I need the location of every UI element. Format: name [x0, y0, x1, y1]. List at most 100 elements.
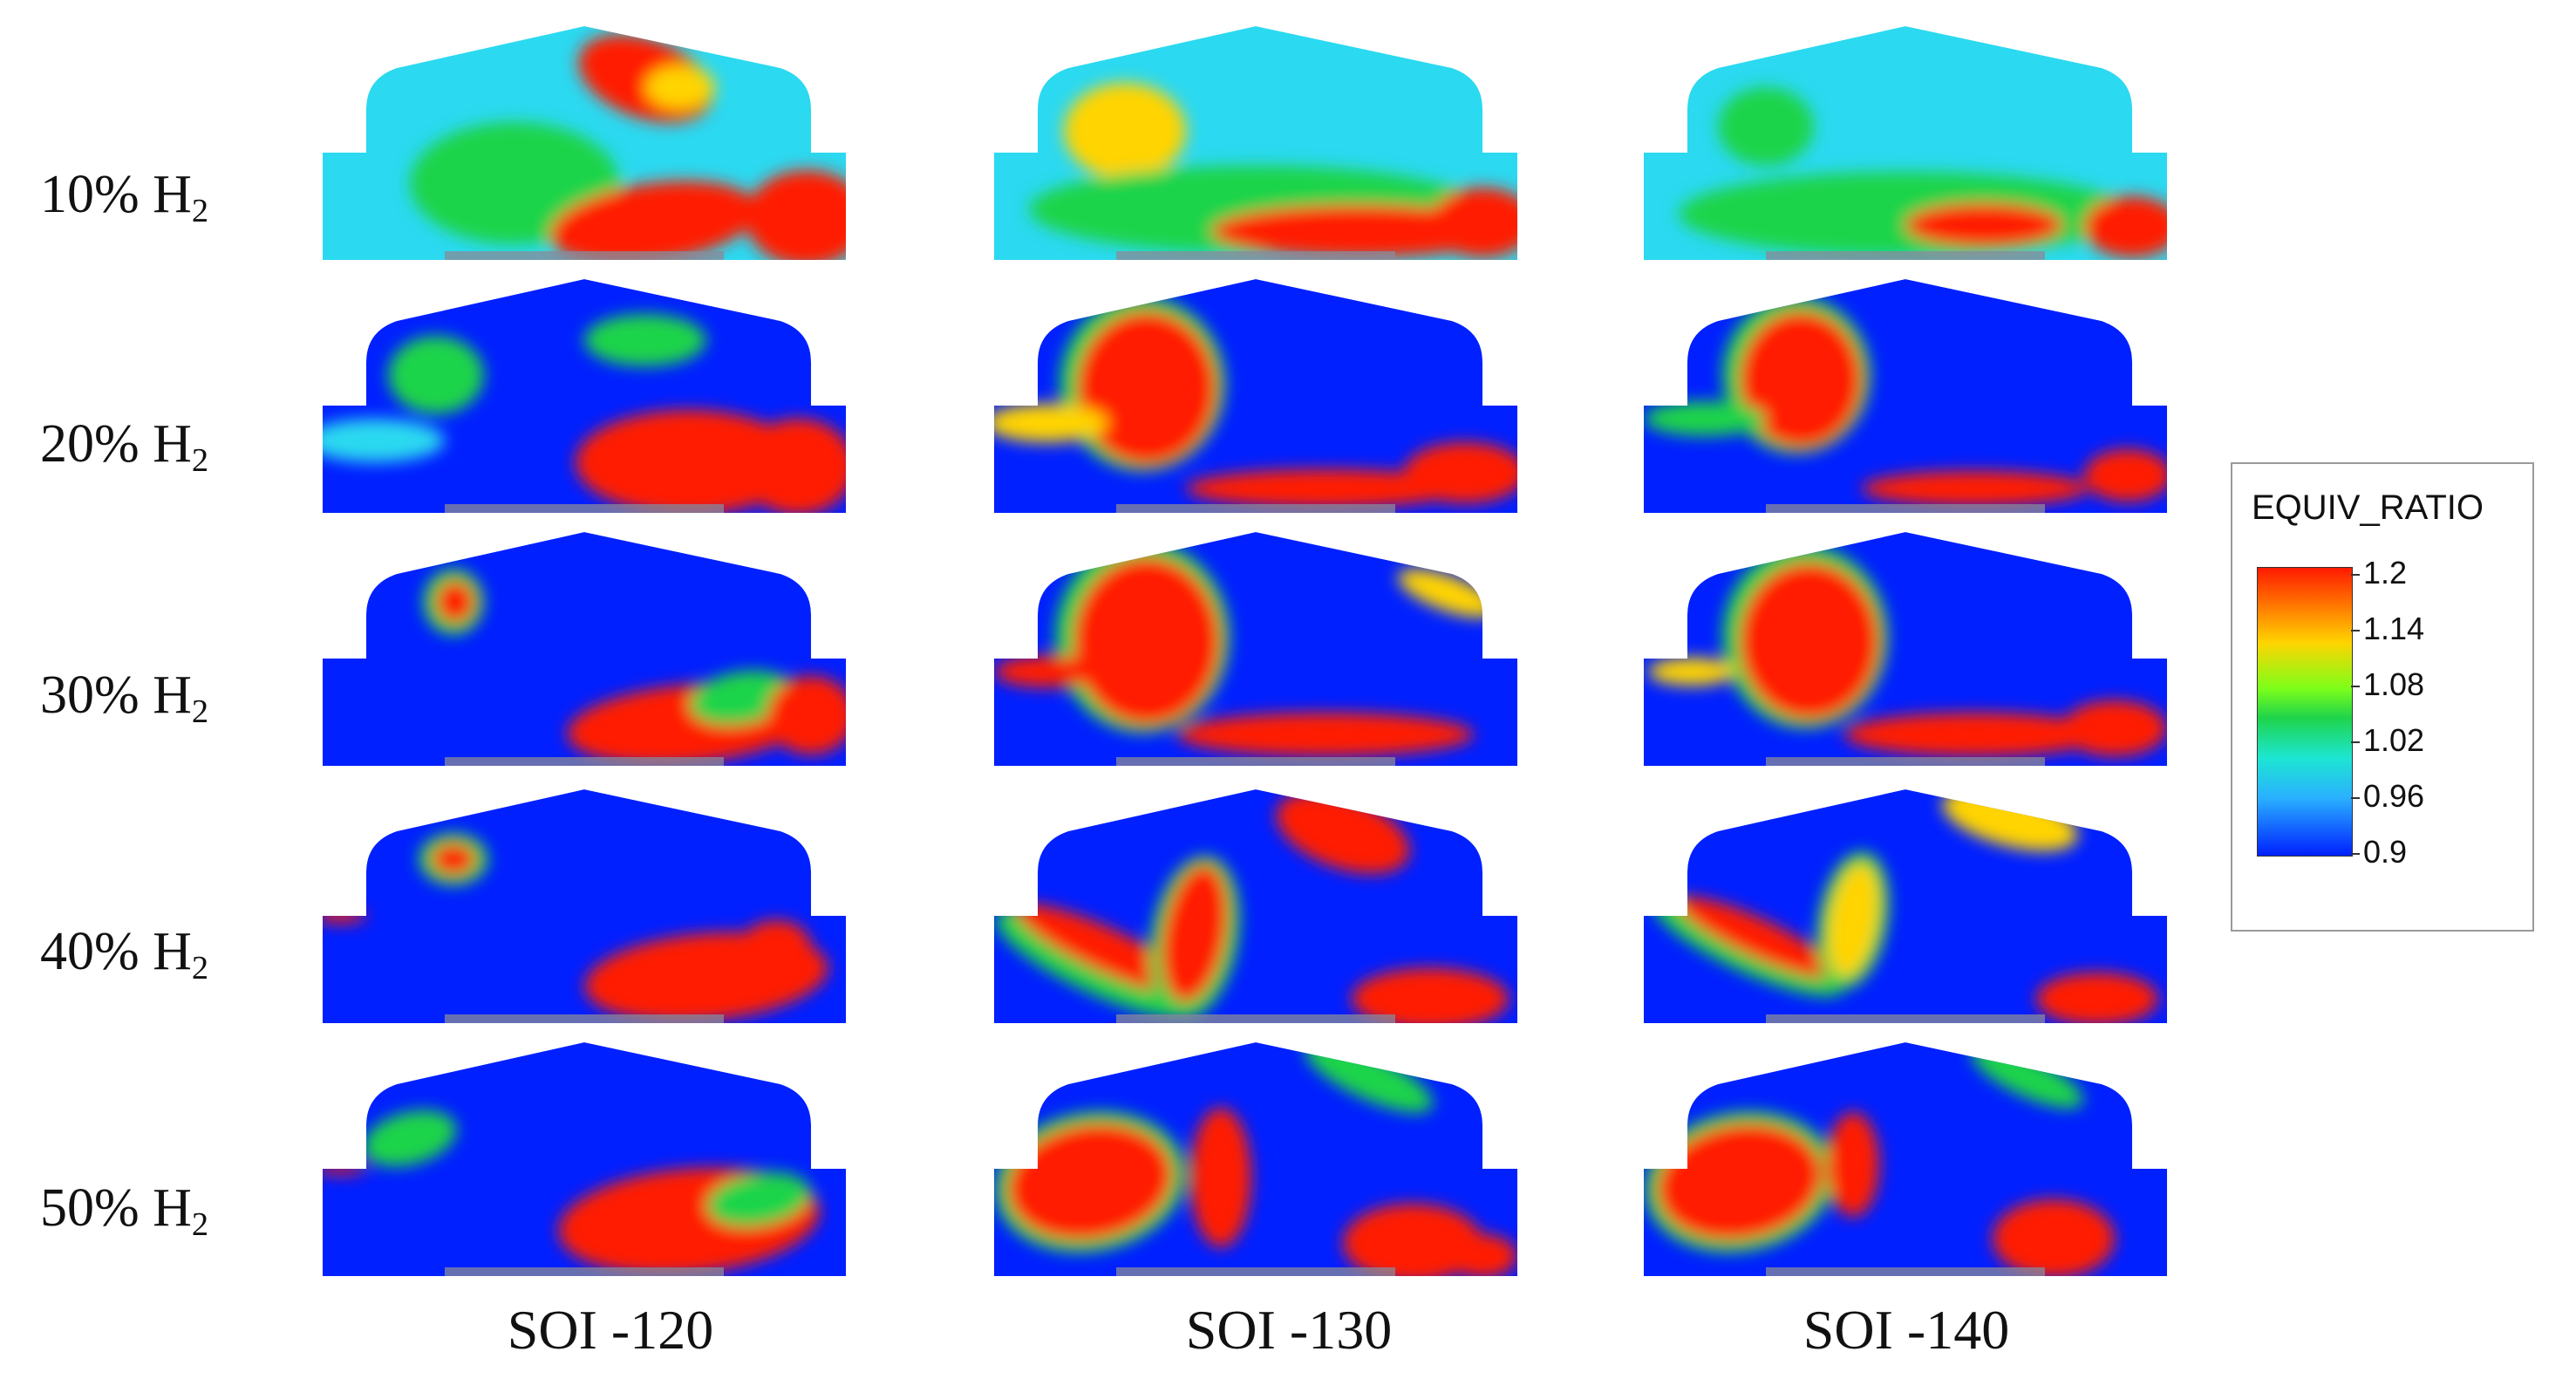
contour-panel-r3-c2	[994, 532, 1517, 766]
mixture-region	[1862, 471, 2089, 506]
contour-panel-r1-c1	[323, 26, 846, 260]
contour-panel-r1-c3	[1644, 26, 2167, 260]
mixture-region	[1190, 1108, 1251, 1247]
mixture-region	[1740, 311, 1862, 447]
row-label-5: 50% H2	[40, 1178, 209, 1243]
contour-panel-r5-c2	[994, 1042, 1517, 1276]
mixture-region	[1448, 1234, 1517, 1276]
mixture-region	[706, 1171, 811, 1227]
piston-strip	[1766, 1014, 2045, 1023]
contour-panel-r1-c2	[994, 26, 1517, 260]
legend-tick-label: 0.96	[2363, 778, 2425, 814]
mixture-region	[323, 909, 366, 923]
mixture-region	[550, 181, 758, 260]
mixture-region	[2084, 196, 2167, 257]
mixture-region	[689, 670, 794, 726]
mixture-region	[2084, 449, 2167, 502]
column-label-2: SOI -130	[1185, 1299, 1393, 1361]
colorbar-gradient	[2257, 567, 2353, 857]
row-label-3: 30% H2	[40, 666, 209, 730]
piston-strip	[1766, 757, 2045, 766]
mixture-region	[994, 656, 1099, 687]
mixture-region	[1398, 569, 1497, 618]
piston-strip	[445, 1014, 724, 1023]
piston-strip	[1116, 1267, 1395, 1276]
mixture-region	[741, 920, 811, 973]
mixture-region	[1740, 563, 1879, 720]
mixture-region	[1718, 87, 1814, 166]
mixture-region	[1343, 1204, 1482, 1276]
mixture-region	[576, 410, 802, 513]
mixture-region	[323, 1164, 366, 1174]
contour-panel-r5-c3	[1644, 1042, 2167, 1276]
piston-strip	[1116, 504, 1395, 513]
mixture-region	[1844, 713, 2106, 756]
legend-tick-label: 1.2	[2363, 555, 2408, 591]
mixture-region	[1177, 713, 1474, 756]
mixture-region	[388, 336, 484, 414]
mixture-region	[1161, 864, 1229, 1003]
mixture-region	[1905, 203, 2062, 247]
column-label-1: SOI -120	[507, 1299, 714, 1361]
piston-strip	[445, 757, 724, 766]
mixture-region	[436, 581, 474, 623]
contour-panel-r2-c3	[1644, 279, 2167, 513]
mixture-region	[1352, 968, 1509, 1023]
mixture-region	[645, 65, 715, 109]
mixture-region	[1679, 172, 2132, 256]
mixture-region	[1644, 401, 1766, 436]
mixture-region	[746, 170, 846, 260]
mixture-region	[1993, 1199, 2115, 1276]
contour-panel-r4-c3	[1644, 789, 2167, 1023]
mixture-region	[767, 676, 846, 754]
contour-panel-r2-c2	[994, 279, 1517, 513]
row-label-4: 40% H2	[40, 922, 209, 986]
legend-tick-mark	[2351, 797, 2360, 799]
contour-panel-r3-c3	[1644, 532, 2167, 766]
column-label-3: SOI -140	[1803, 1299, 2010, 1361]
legend-tick-label: 1.08	[2363, 666, 2425, 702]
piston-strip	[445, 251, 724, 260]
mixture-region	[1657, 1123, 1823, 1241]
mixture-region	[1404, 442, 1517, 503]
piston-strip	[1766, 504, 2045, 513]
mixture-region	[363, 1109, 457, 1167]
mixture-region	[432, 843, 475, 875]
mixture-region	[1186, 469, 1465, 508]
mixture-region	[1077, 311, 1216, 465]
mixture-region	[1430, 188, 1517, 257]
mixture-region	[1064, 83, 1186, 179]
legend-tick-label: 1.14	[2363, 611, 2425, 646]
colorbar-legend: EQUIV_RATIO 1.2 1.14 1.08 1.02 0.96 0.9	[2231, 462, 2534, 932]
legend-tick-mark	[2351, 686, 2360, 687]
legend-tick-mark	[2351, 853, 2360, 855]
legend-title: EQUIV_RATIO	[2252, 488, 2484, 527]
mixture-region	[323, 419, 445, 462]
mixture-region	[1827, 863, 1879, 978]
contour-panel-r4-c1	[323, 789, 846, 1023]
mixture-region	[994, 404, 1107, 442]
piston-strip	[445, 1267, 724, 1276]
legend-tick-label: 0.9	[2363, 834, 2408, 870]
piston-strip	[1766, 1267, 2045, 1276]
contour-panel-r2-c1	[323, 279, 846, 513]
piston-strip	[1116, 757, 1395, 766]
mixture-region	[2062, 700, 2167, 756]
mixture-region	[1073, 557, 1220, 725]
legend-tick-mark	[2351, 741, 2360, 743]
legend-tick-label: 1.02	[2363, 722, 2425, 758]
mixture-region	[741, 419, 846, 513]
contour-panel-r5-c1	[323, 1042, 846, 1276]
legend-tick-mark	[2351, 630, 2360, 631]
piston-strip	[1116, 1014, 1395, 1023]
mixture-region	[2036, 973, 2158, 1023]
legend-tick-mark	[2351, 574, 2360, 576]
piston-strip	[1116, 251, 1395, 260]
piston-strip	[1766, 251, 2045, 260]
mixture-region	[584, 314, 706, 366]
mixture-region	[1827, 1112, 1879, 1217]
row-label-1: 10% H2	[40, 165, 209, 229]
mixture-region	[1677, 897, 1837, 979]
mixture-region	[1007, 1123, 1173, 1241]
